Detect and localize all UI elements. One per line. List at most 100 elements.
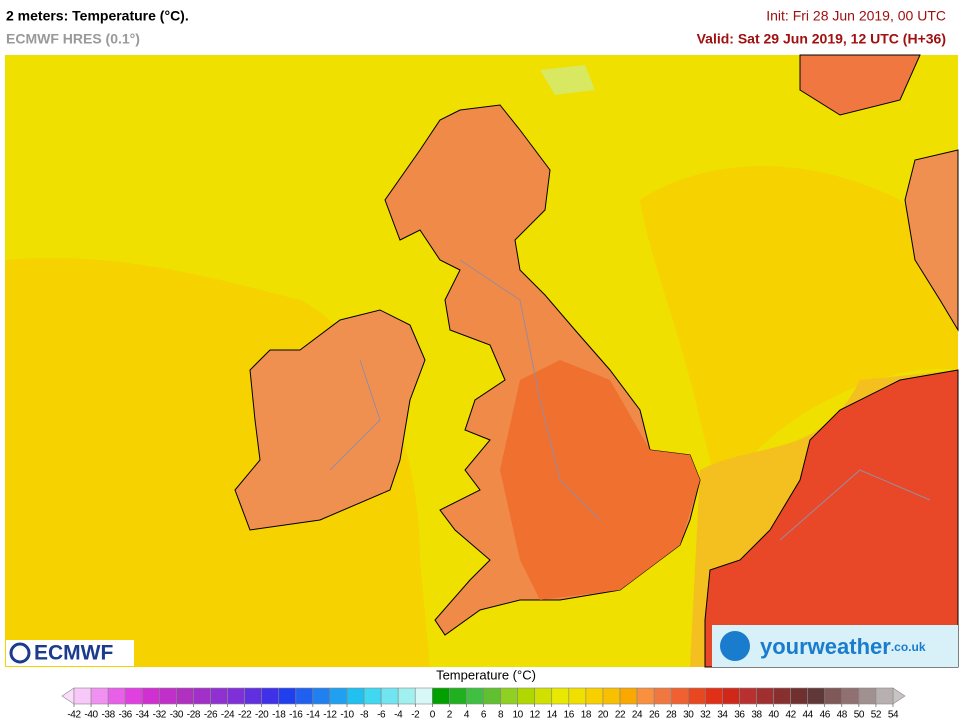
colorbar-tick-label: -38: [101, 710, 115, 721]
colorbar-box: [227, 687, 245, 705]
colorbar-box: [193, 687, 211, 705]
colorbar-tick-label: 36: [734, 710, 745, 721]
brand-icon: [720, 631, 750, 661]
colorbar-box: [602, 687, 621, 705]
colorbar-box: [141, 687, 160, 705]
colorbar-tick-label: -40: [84, 710, 98, 721]
colorbar-tick-label: 14: [547, 710, 558, 721]
colorbar-tick-label: 38: [751, 710, 762, 721]
colorbar-tick-label: -4: [394, 710, 403, 721]
colorbar-tick-label: -8: [360, 710, 369, 721]
colorbar-box: [107, 687, 126, 705]
colorbar-tick-label: 2: [447, 710, 453, 721]
colorbar-tick-label: 26: [649, 710, 660, 721]
brand-name: yourweather: [760, 634, 891, 659]
colorbar-tick-label: -28: [187, 710, 201, 721]
ecmwf-logo-box: [6, 640, 134, 666]
colorbar-box: [278, 687, 297, 705]
colorbar-box: [585, 687, 604, 705]
colorbar-box: [858, 687, 877, 705]
colorbar-box: [875, 687, 894, 705]
colorbar-box: [517, 687, 535, 705]
colorbar-box: [705, 687, 723, 705]
colorbar-tick-label: 18: [581, 710, 592, 721]
colorbar-box: [687, 687, 706, 705]
colorbar-box: [210, 687, 228, 705]
colorbar-box: [466, 687, 484, 705]
valid-time: Valid: Sat 29 Jun 2019, 12 UTC (H+36): [697, 31, 946, 47]
colorbar-box: [653, 687, 672, 705]
colorbar-box: [261, 687, 280, 705]
colorbar-tick-label: -30: [170, 710, 184, 721]
colorbar-tick-label: 48: [837, 710, 848, 721]
colorbar-tick-label: -42: [67, 710, 81, 721]
colorbar-box: [534, 687, 553, 705]
brand-logo-box: [712, 625, 958, 667]
colorbar-tick-label: 4: [464, 710, 470, 721]
colorbar-tick-label: -2: [411, 710, 420, 721]
colorbar-box: [756, 687, 774, 705]
model-name: ECMWF HRES (0.1°): [6, 31, 140, 47]
colorbar-tick-label: 6: [481, 710, 487, 721]
colorbar-box: [790, 687, 808, 705]
brand-logo: yourweather.co.uk: [760, 634, 926, 659]
ecmwf-logo: ECMWF: [34, 642, 113, 665]
denmark: [904, 149, 959, 332]
colorbar-box: [670, 687, 689, 705]
colorbar-box: [432, 687, 450, 705]
ireland: [234, 309, 426, 531]
colorbar-tick-label: 52: [871, 710, 882, 721]
colorbar-tick-label: 10: [512, 710, 523, 721]
borders: [329, 259, 931, 541]
colorbar-box: [244, 687, 262, 705]
colorbar-tick-label: 20: [598, 710, 609, 721]
colorbar-tick-label: 8: [498, 710, 504, 721]
colorbar-tick-label: -10: [340, 710, 354, 721]
colorbar-tick-label: 34: [717, 710, 728, 721]
colorbar-box: [807, 687, 826, 705]
colorbar-box: [312, 687, 331, 705]
colorbar-tick-label: 32: [700, 710, 711, 721]
colorbar-box: [722, 687, 740, 705]
map-title: 2 meters: Temperature (°C).: [6, 8, 189, 24]
colorbar-box: [619, 687, 638, 705]
colorbar-box: [739, 687, 757, 705]
colorbar: -42 -40 -38 -36 -34 -32 -30 -28 -26 -24 -22 -20 -18-…: [61, 687, 906, 721]
colorbar-tick-label: -6: [377, 710, 386, 721]
colorbar-tick-label: -16: [289, 710, 303, 721]
colorbar-tick-label: -36: [119, 710, 133, 721]
colorbar-tick-label: 28: [666, 710, 677, 721]
warm-sea: [640, 166, 958, 500]
colorbar-box: [346, 687, 365, 705]
colorbar-box: [159, 687, 177, 705]
colorbar-tick-label: 16: [564, 710, 575, 721]
colorbar-box: [90, 687, 109, 705]
brand-domain: .co.uk: [891, 640, 926, 654]
colorbar-tick-label: 42: [785, 710, 796, 721]
colorbar-box: [773, 687, 791, 705]
colorbar-tick-label: 0: [430, 710, 436, 721]
colorbar-box: [414, 687, 433, 705]
colorbar-box: [551, 687, 570, 705]
colorbar-box: [329, 687, 348, 705]
colorbar-tick-label: -12: [323, 710, 337, 721]
init-time: Init: Fri 28 Jun 2019, 00 UTC: [766, 8, 946, 24]
colorbar-box: [841, 687, 860, 705]
colorbar-box: [380, 687, 399, 705]
colorbar-tick-label: -26: [204, 710, 218, 721]
colorbar-tick-label: 12: [530, 710, 541, 721]
colorbar-tick-label: -14: [306, 710, 320, 721]
colorbar-box: [568, 687, 587, 705]
colorbar-title: Temperature (°C): [436, 667, 536, 682]
colorbar-under: [61, 687, 75, 705]
colorbar-tick-label: -24: [221, 710, 235, 721]
colorbar-tick-label: -20: [255, 710, 269, 721]
colorbar-box: [176, 687, 194, 705]
colorbar-box: [397, 687, 416, 705]
colorbar-over: [892, 687, 906, 705]
colorbar-tick-label: 22: [615, 710, 626, 721]
colorbar-box: [483, 687, 501, 705]
colorbar-box: [636, 687, 655, 705]
map: ECMWF yourweather.co.uk: [5, 54, 959, 668]
